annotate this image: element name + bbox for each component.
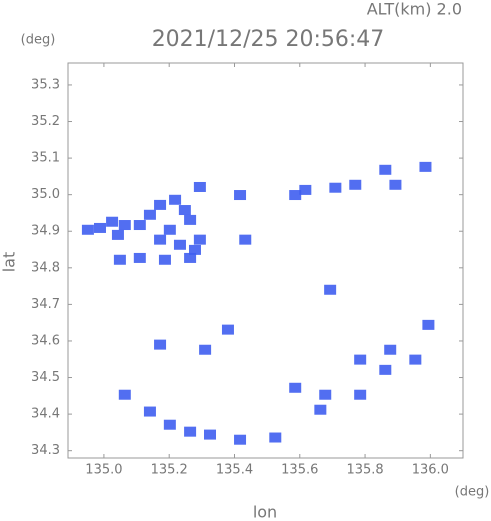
echo-cell xyxy=(299,184,312,195)
echo-cell xyxy=(118,389,131,400)
echo-cell xyxy=(93,222,106,233)
x-tick-label: 135.8 xyxy=(346,463,383,478)
echo-cell xyxy=(184,426,197,437)
y-tick-label: 34.9 xyxy=(31,224,60,239)
x-axis-label: lon xyxy=(253,503,277,521)
echo-cell xyxy=(269,432,282,443)
y-tick-label: 35.2 xyxy=(31,114,60,129)
echo-cell xyxy=(239,234,252,245)
x-tick-label: 135.6 xyxy=(281,463,318,478)
altitude: ALT(km) 2.0 xyxy=(367,0,462,19)
echo-cell xyxy=(354,389,367,400)
echo-cell xyxy=(184,252,197,263)
echo-cell xyxy=(379,364,392,375)
echo-cell xyxy=(193,234,206,245)
echo-cell xyxy=(184,214,197,225)
y-tick-label: 34.7 xyxy=(31,297,60,312)
echo-cell xyxy=(199,344,212,355)
x-tick-label: 136.0 xyxy=(412,463,449,478)
echo-cell xyxy=(204,429,217,440)
echo-cell xyxy=(173,239,186,250)
echo-cell xyxy=(384,344,397,355)
echo-cell xyxy=(81,224,94,235)
echo-cell xyxy=(193,181,206,192)
echo-cell xyxy=(234,190,247,201)
chart-title: 2021/12/25 20:56:47 xyxy=(152,27,385,52)
x-tick-label: 135.0 xyxy=(85,463,122,478)
echo-cell xyxy=(419,161,432,172)
echo-cell xyxy=(349,179,362,190)
y-tick-label: 34.4 xyxy=(31,407,60,422)
echo-cell xyxy=(409,354,422,365)
echo-cell xyxy=(106,216,119,227)
echo-cell xyxy=(163,224,176,235)
echo-cell xyxy=(154,234,167,245)
echo-cell xyxy=(329,182,342,193)
echo-cell xyxy=(133,220,146,231)
echo-cell xyxy=(354,354,367,365)
echo-cell xyxy=(158,254,171,265)
x-tick-label: 135.4 xyxy=(216,463,253,478)
y-axis-label: lat xyxy=(0,252,19,273)
plot-frame xyxy=(67,62,464,459)
x-tick-label: 135.2 xyxy=(151,463,188,478)
echo-cell xyxy=(234,434,247,445)
y-tick-label: 34.5 xyxy=(31,370,60,385)
y-tick-label: 34.6 xyxy=(31,333,60,348)
echo-cell xyxy=(118,220,131,231)
y-unit: (deg) xyxy=(21,33,56,48)
y-tick-label: 35.0 xyxy=(31,187,60,202)
echo-cell xyxy=(154,199,167,210)
echo-cell xyxy=(389,179,402,190)
echo-cell xyxy=(111,229,124,240)
echo-cell xyxy=(314,404,327,415)
echo-cell xyxy=(169,194,182,205)
y-tick-label: 34.3 xyxy=(31,443,60,458)
echo-cell xyxy=(163,419,176,430)
echo-cell xyxy=(143,209,156,220)
echo-cell xyxy=(178,205,191,216)
y-tick-label: 34.8 xyxy=(31,260,60,275)
echo-cell xyxy=(133,252,146,263)
echo-cell xyxy=(143,406,156,417)
y-tick-label: 35.3 xyxy=(31,77,60,92)
echo-cell xyxy=(289,382,302,393)
y-tick-label: 35.1 xyxy=(31,151,60,166)
echo-cell xyxy=(324,284,337,295)
echo-cell xyxy=(319,389,332,400)
echo-cell xyxy=(289,190,302,201)
echo-cell xyxy=(154,339,167,350)
echo-cell xyxy=(221,324,234,335)
echo-cell xyxy=(188,244,201,255)
x-unit: (deg) xyxy=(455,485,490,500)
echo-cell xyxy=(379,164,392,175)
echo-cell xyxy=(113,254,126,265)
echo-cell xyxy=(422,319,435,330)
